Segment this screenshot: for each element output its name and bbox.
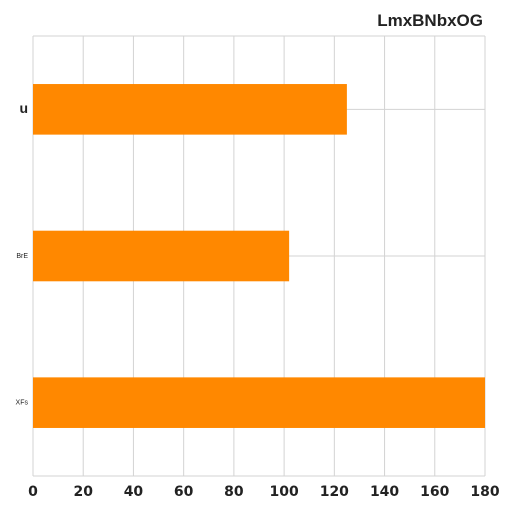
bar-u [33,84,347,135]
x-tick-label: 100 [269,484,298,500]
x-tick-label: 80 [224,484,244,500]
x-axis-tick-labels: 0 20 40 60 80 100 120 140 160 180 [28,484,500,500]
x-tick-label: 40 [124,484,144,500]
x-tick-label: 60 [174,484,194,500]
bar-BrE [33,230,290,282]
y-category-label: BrE [16,253,28,260]
y-category-label: XFs [16,400,29,407]
x-tick-label: 20 [73,484,93,500]
y-axis-labels: u BrE XFs [16,100,29,406]
bars [33,84,485,428]
bar-XFs [33,377,485,428]
y-category-label: u [19,100,28,116]
x-tick-label: 140 [370,484,399,500]
x-tick-label: 0 [28,484,38,500]
x-tick-label: 120 [320,484,349,500]
x-tick-label: 180 [470,484,499,500]
chart-title: LmxBNbxOG [377,11,483,30]
x-tick-label: 160 [420,484,449,500]
